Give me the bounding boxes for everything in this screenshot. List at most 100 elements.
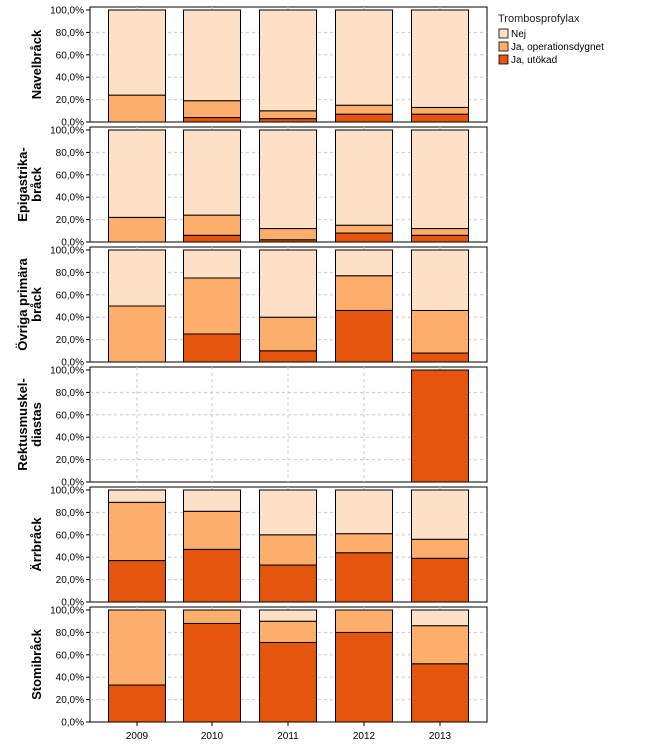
bar-segment-ja-utokad [259,641,317,723]
x-tick-label: 2011 [277,731,299,742]
bar-segment-ja-utokad [259,564,317,603]
bar-segment-ja-operationsdygnet [411,106,469,115]
y-tick-label: 100,0% [50,366,84,377]
bar-segment-ja-operationsdygnet [411,309,469,354]
x-tick-label: 2013 [429,731,452,742]
bar-segment-nej [259,129,317,230]
x-tick-label: 2009 [126,731,149,742]
y-tick-label: 80,0% [56,148,84,159]
bar-segment-ja-operationsdygnet [183,609,241,624]
bar-segment-nej [108,129,166,218]
y-tick-label: 100,0% [50,486,84,497]
y-tick-label: 60,0% [56,50,84,61]
legend-entry-label: Ja, utökad [511,55,557,66]
y-tick-label: 20,0% [56,335,84,346]
y-tick-label: 20,0% [56,455,84,466]
legend-title: Trombosprofylax [498,13,580,25]
bar-segment-ja-operationsdygnet [335,275,393,311]
bar-segment-nej [335,129,393,226]
y-tick-label: 20,0% [56,215,84,226]
bar-segment-nej [183,9,241,102]
y-tick-label: 40,0% [56,673,84,684]
y-tick-label: 40,0% [56,553,84,564]
panel-row-label: Navelbråck [29,29,44,99]
bar-segment-ja-utokad [411,113,469,123]
y-tick-label: 40,0% [56,313,84,324]
bar-segment-ja-utokad [183,117,241,123]
bar-segment-ja-operationsdygnet [108,305,166,363]
y-tick-label: 0,0% [61,718,84,729]
panel-row-label: Rektusmuskel- [15,378,30,470]
bar-segment-ja-utokad [335,232,393,243]
y-tick-label: 60,0% [56,530,84,541]
bar-segment-nej [108,489,166,503]
bar-segment-nej [183,489,241,512]
bar-segment-ja-operationsdygnet [259,110,317,120]
bar-segment-nej [335,489,393,535]
bar-segment-nej [259,609,317,622]
bar-segment-ja-operationsdygnet [335,224,393,234]
bar-segment-ja-operationsdygnet [108,94,166,123]
y-tick-label: 60,0% [56,290,84,301]
legend-entry-label: Nej [511,29,526,40]
y-tick-label: 80,0% [56,268,84,279]
y-tick-label: 100,0% [50,246,84,257]
bar-segment-nej [411,609,469,627]
bar-segment-ja-utokad [335,113,393,123]
bar-segment-ja-utokad [259,118,317,123]
bar-segment-nej [411,489,469,540]
panel-row-label: Stomibråck [29,628,44,700]
legend-entry-label: Ja, operationsdygnet [511,42,604,53]
bar-segment-nej [108,9,166,96]
y-tick-label: 40,0% [56,73,84,84]
bar-segment-ja-operationsdygnet [411,625,469,665]
bar-segment-ja-utokad [335,631,393,723]
bar-segment-ja-operationsdygnet [108,609,166,686]
panel-row-label: Övriga primära [15,257,30,350]
bar-segment-nej [183,249,241,279]
bar-segment-nej [259,489,317,536]
y-tick-label: 80,0% [56,28,84,39]
x-tick-label: 2012 [353,731,376,742]
bar-segment-ja-operationsdygnet [259,316,317,352]
y-tick-label: 0,0% [61,238,84,249]
y-tick-label: 20,0% [56,95,84,106]
bar-segment-ja-operationsdygnet [335,609,393,633]
panel-row-label: diastas [29,402,44,447]
bar-segment-nej [183,129,241,216]
y-tick-label: 60,0% [56,170,84,181]
y-tick-label: 80,0% [56,388,84,399]
bar-segment-nej [108,249,166,307]
bar-segment-nej [411,129,469,230]
bar-segment-nej [259,9,317,112]
bar-segment-nej [411,249,469,311]
bar-segment-nej [411,9,469,108]
y-tick-label: 80,0% [56,508,84,519]
bar-segment-ja-utokad [108,560,166,603]
bar-segment-ja-utokad [183,548,241,603]
bar-segment-ja-operationsdygnet [183,510,241,550]
bar-segment-ja-utokad [411,663,469,723]
bar-segment-ja-operationsdygnet [259,534,317,566]
y-tick-label: 0,0% [61,478,84,489]
bar-segment-ja-utokad [411,557,469,603]
y-tick-label: 0,0% [61,358,84,369]
y-tick-label: 40,0% [56,193,84,204]
panel-row-label: bråck [29,166,44,201]
bar-segment-ja-operationsdygnet [108,501,166,562]
bar-segment-ja-operationsdygnet [411,538,469,559]
bar-segment-ja-operationsdygnet [108,216,166,243]
bar-segment-ja-utokad [183,333,241,363]
y-tick-label: 80,0% [56,628,84,639]
y-tick-label: 100,0% [50,126,84,137]
y-tick-label: 0,0% [61,598,84,609]
bar-segment-ja-utokad [411,369,469,483]
legend-swatch [498,28,509,39]
bar-segment-ja-operationsdygnet [183,214,241,236]
y-tick-label: 60,0% [56,410,84,421]
y-tick-label: 40,0% [56,433,84,444]
bar-segment-ja-utokad [411,352,469,363]
y-tick-label: 60,0% [56,650,84,661]
bar-segment-ja-operationsdygnet [335,533,393,554]
